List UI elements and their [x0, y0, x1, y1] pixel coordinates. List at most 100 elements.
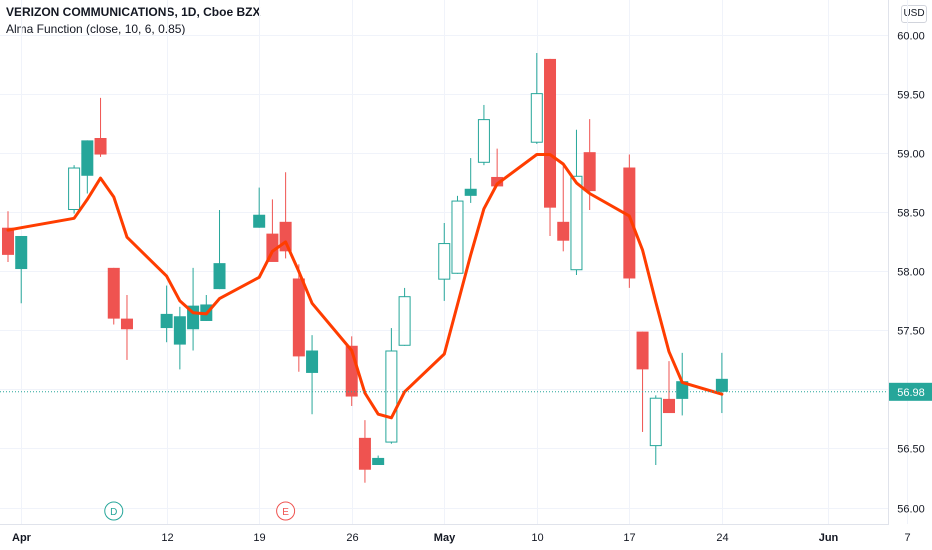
candle-down [107, 267, 120, 325]
x-tick-label: 24 [716, 532, 728, 544]
y-tick-label: 58.00 [897, 267, 925, 279]
dividend-marker: D [104, 501, 124, 521]
candle-up [306, 335, 319, 415]
candle-body [544, 58, 557, 208]
candle-up [385, 328, 398, 444]
y-tick-label: 60.00 [897, 31, 925, 43]
candle-up [213, 210, 226, 290]
x-tick-label: 7 [904, 532, 910, 544]
y-tick-label: 59.50 [897, 90, 925, 102]
candle-up [68, 165, 81, 214]
candle-down [636, 331, 649, 432]
y-tick-label: 56.50 [897, 444, 925, 456]
candle-body [583, 152, 596, 192]
event-label: E [282, 507, 289, 518]
chart-title: VERIZON COMMUNICATIONS, 1D, Cboe BZX [6, 5, 261, 19]
candle-down [120, 295, 133, 360]
candle-body [385, 350, 398, 443]
candle-up [464, 158, 477, 203]
candle-body [160, 313, 173, 329]
candle-up [715, 352, 728, 414]
x-tick-label: 17 [623, 532, 635, 544]
candle-body [2, 227, 14, 255]
candle-down [292, 264, 305, 372]
candle-body [372, 457, 385, 466]
candle-body [663, 398, 675, 414]
candle-body [107, 267, 120, 319]
candle-up [398, 287, 411, 346]
alma-line [6, 153, 724, 420]
candle-up [451, 195, 464, 274]
candle-body [623, 167, 636, 279]
candle-up [253, 187, 266, 228]
time-axis[interactable]: Apr 12 19 26 May 10 17 24 Jun 7 [12, 532, 911, 544]
candle-up [649, 395, 662, 466]
candle-body [358, 437, 371, 470]
candle-body [715, 378, 728, 392]
grid [0, 0, 908, 524]
candle-body [253, 214, 266, 228]
candle-body [649, 397, 662, 447]
candle-down [491, 148, 504, 187]
candle-body [306, 350, 319, 373]
currency-button[interactable]: USD [901, 5, 927, 23]
candle-up [15, 235, 28, 304]
candle-body [398, 296, 411, 346]
candle-down [557, 166, 570, 252]
candle-body [464, 188, 477, 196]
candle-down [544, 58, 557, 236]
x-tick-label: 26 [346, 532, 358, 544]
candle-body [451, 200, 464, 274]
candle-body [213, 263, 226, 290]
y-tick-label: 59.00 [897, 149, 925, 161]
candle-body [636, 331, 649, 370]
y-tick-label: 58.50 [897, 208, 925, 220]
candle-down [623, 154, 636, 288]
candle-body [438, 243, 451, 280]
x-tick-label: 19 [253, 532, 265, 544]
candle-body [292, 278, 305, 357]
candle-body [279, 221, 292, 252]
earnings-marker: E [276, 501, 296, 521]
candle-up [160, 285, 173, 343]
indicator-label: Alma Function (close, 10, 6, 0.85) [6, 22, 186, 36]
x-tick-label: Apr [12, 532, 32, 544]
event-label: D [110, 507, 117, 518]
candle-up [438, 222, 451, 301]
candle-body [120, 318, 133, 330]
candle-down [663, 361, 675, 414]
x-tick-label: Jun [819, 532, 839, 544]
price-axis[interactable]: 56.0056.5057.0057.5058.0058.5059.0059.50… [897, 31, 925, 516]
candle-down [94, 97, 107, 157]
candle-up [676, 352, 689, 416]
candle-body [81, 140, 94, 176]
candle-up [81, 140, 94, 194]
candle-body [557, 221, 570, 241]
candle-down [358, 420, 371, 483]
candle-body [491, 176, 504, 187]
x-tick-label: 12 [161, 532, 173, 544]
last-price-label: 56.98 [889, 382, 932, 401]
candle-up [530, 53, 543, 144]
candle-body [94, 138, 107, 155]
y-tick-label: 57.50 [897, 326, 925, 338]
candle-up [372, 455, 385, 466]
candle-body [173, 316, 186, 345]
x-tick-label: May [434, 532, 456, 544]
candle-body [676, 381, 689, 399]
candle-up [173, 306, 186, 370]
candlestick-series [2, 53, 728, 483]
x-tick-label: 10 [531, 532, 543, 544]
last-price-value: 56.98 [897, 387, 925, 399]
candle-body [68, 167, 81, 211]
candle-body [15, 235, 28, 270]
event-circle [104, 501, 124, 521]
candle-body [477, 119, 490, 163]
candle-up [570, 129, 583, 275]
candle-up [477, 104, 490, 166]
candle-body [530, 93, 543, 143]
event-circle [276, 501, 296, 521]
candle-body [570, 175, 583, 271]
